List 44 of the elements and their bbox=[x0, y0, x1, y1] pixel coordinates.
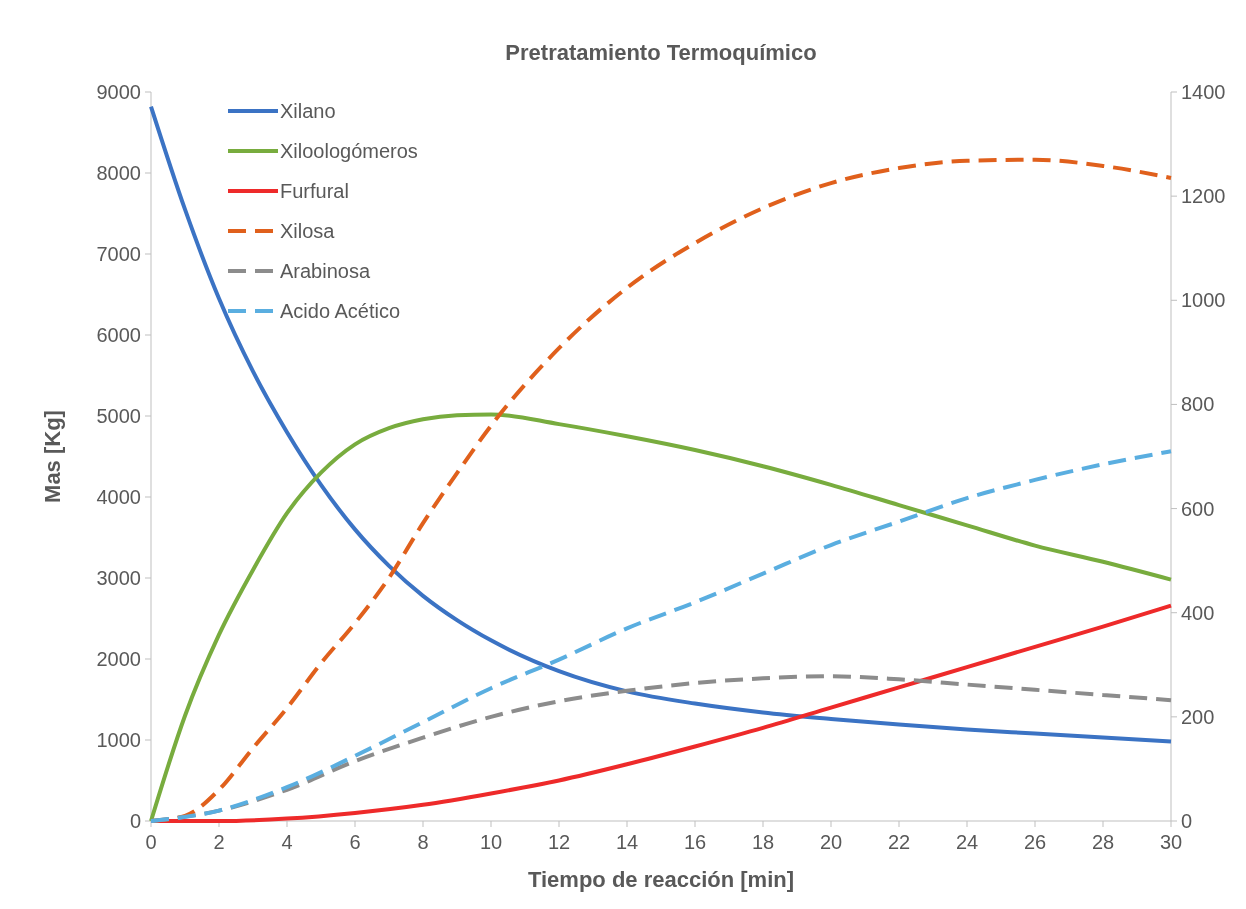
x-tick-label: 28 bbox=[1091, 831, 1115, 853]
y2-tick-label: 1200 bbox=[1181, 185, 1226, 208]
legend-label: Acido Acético bbox=[280, 300, 401, 322]
y-tick-label: 9000 bbox=[96, 81, 141, 103]
y2-tick-label: 1400 bbox=[1181, 81, 1226, 103]
x-tick-label: 26 bbox=[1023, 831, 1047, 853]
x-tick-label: 4 bbox=[281, 831, 293, 853]
y-tick-label: 5000 bbox=[96, 405, 141, 427]
chart-title: Pretratamiento Termoquímico bbox=[505, 40, 817, 65]
x-tick-label: 18 bbox=[751, 831, 775, 853]
y2-tick-label: 800 bbox=[1181, 393, 1215, 416]
x-tick-label: 10 bbox=[479, 831, 503, 853]
x-tick-label: 2 bbox=[213, 831, 225, 853]
y-tick-label: 2000 bbox=[96, 648, 141, 670]
y-tick-label: 3000 bbox=[96, 567, 141, 589]
x-tick-label: 8 bbox=[417, 831, 429, 853]
y2-tick-label: 200 bbox=[1181, 705, 1215, 728]
x-tick-label: 30 bbox=[1159, 831, 1183, 853]
x-tick-label: 24 bbox=[955, 831, 979, 853]
x-tick-label: 6 bbox=[349, 831, 361, 853]
x-tick-label: 14 bbox=[615, 831, 639, 853]
x-tick-label: 0 bbox=[145, 831, 157, 853]
x-axis-title: Tiempo de reacción [min] bbox=[527, 867, 795, 892]
y-tick-label: 4000 bbox=[96, 486, 141, 508]
x-tick-label: 20 bbox=[819, 831, 843, 853]
y-tick-label: 0 bbox=[129, 810, 141, 832]
y-tick-label: 6000 bbox=[96, 324, 141, 346]
y-tick-label: 7000 bbox=[96, 243, 141, 265]
line-series bbox=[149, 104, 1173, 744]
legend-label: Arabinosa bbox=[280, 260, 371, 282]
y2-tick-label: 0 bbox=[1181, 810, 1193, 832]
y2-tick-label: 400 bbox=[1181, 601, 1215, 624]
x-tick-label: 12 bbox=[547, 831, 571, 853]
legend-label: Furfural bbox=[280, 180, 349, 202]
x-tick-label: 16 bbox=[683, 831, 707, 853]
y2-tick-label: 1000 bbox=[1181, 289, 1226, 312]
legend-label: Xilosa bbox=[280, 220, 336, 242]
y-axis-title: Mas [Kg] bbox=[40, 410, 65, 503]
legend-label: Xiloologómeros bbox=[280, 140, 418, 162]
x-tick-label: 22 bbox=[887, 831, 911, 853]
y-tick-label: 8000 bbox=[96, 162, 141, 184]
y-tick-label: 1000 bbox=[96, 729, 141, 751]
legend-label: Xilano bbox=[280, 100, 336, 122]
y2-tick-label: 600 bbox=[1181, 497, 1215, 520]
